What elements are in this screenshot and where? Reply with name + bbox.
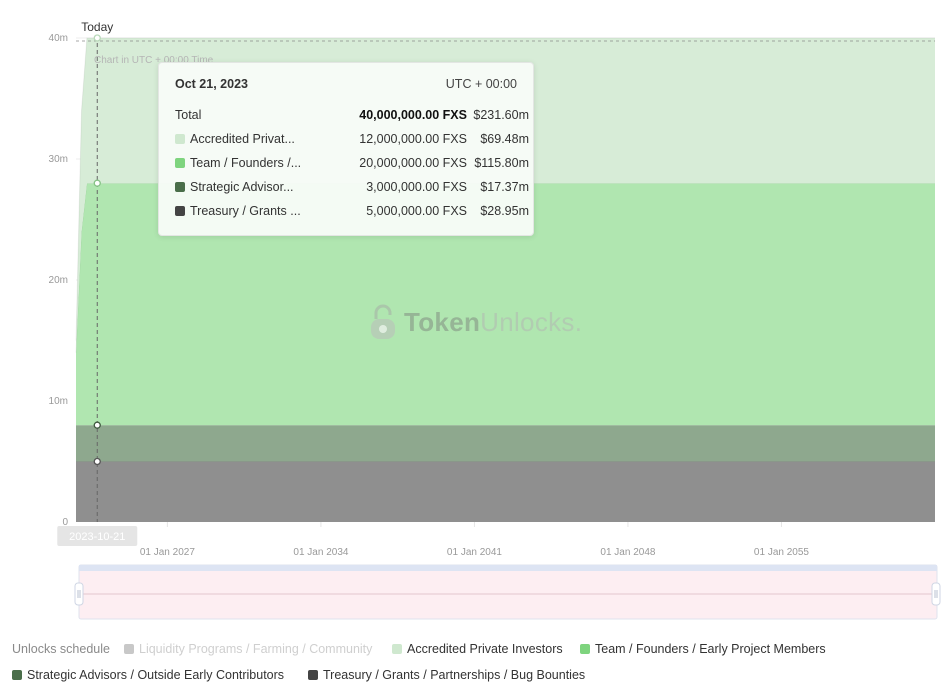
x-tick-label: 01 Jan 2027 (140, 547, 195, 558)
tooltip-row-accredited-investors: Accredited Privat... 12,000,000.00 FXS $… (175, 132, 529, 148)
tooltip-row-usd: $231.60m (473, 108, 529, 122)
slider-top-bar (79, 565, 937, 571)
tooltip-row-amount: 5,000,000.00 FXS (366, 204, 467, 218)
legend-item-label: Team / Founders / Early Project Members (595, 642, 826, 656)
legend-swatch (580, 644, 590, 654)
y-tick-label: 10m (49, 396, 68, 407)
y-axis: 0 10m 20m 30m 40m (49, 33, 69, 528)
tooltip-row-label: Team / Founders /... (190, 156, 302, 170)
tooltip-row-usd: $69.48m (480, 132, 529, 146)
lock-logo-icon (371, 304, 395, 339)
today-marker: Today 2023-10-21 (57, 20, 138, 546)
tooltip-date: Oct 21, 2023 (175, 77, 248, 91)
legend-swatch (12, 670, 22, 680)
tooltip-row-label: Accredited Privat... (190, 132, 295, 146)
legend-swatch (392, 644, 402, 654)
x-tick-label: 01 Jan 2034 (293, 547, 348, 558)
tooltip-row-usd: $115.80m (474, 156, 529, 170)
x-tick-label: 01 Jan 2041 (447, 547, 502, 558)
tooltip-row-amount: 40,000,000.00 FXS (359, 108, 467, 122)
tooltip-row-label: Strategic Advisor... (190, 180, 294, 194)
watermark-brand-token: Token (404, 307, 481, 337)
today-label: Today (81, 20, 113, 34)
area-series-edge (75, 37, 935, 341)
today-point (93, 179, 101, 187)
slider-handle-right[interactable] (931, 582, 941, 606)
tooltip-row-usd: $17.37m (480, 180, 529, 194)
today-point (93, 34, 101, 42)
tooltip-row-treasury-grants: Treasury / Grants ... 5,000,000.00 FXS $… (175, 204, 529, 220)
x-axis: 01 Jan 2027 01 Jan 2034 01 Jan 2041 01 Jan … (140, 522, 809, 558)
tooltip-header: Oct 21, 2023 UTC + 00:00 (175, 77, 517, 93)
y-tick-label: 20m (49, 275, 68, 286)
today-date-badge (57, 526, 138, 546)
timezone-note: Chart in UTC + 00:00 Time (94, 55, 214, 66)
tooltip-row-amount: 3,000,000.00 FXS (366, 180, 467, 194)
tooltip-row-amount: 12,000,000.00 FXS (359, 132, 467, 146)
slider-handle-left[interactable] (74, 582, 84, 606)
tooltip-swatch (175, 182, 185, 192)
legend-item-label: Strategic Advisors / Outside Early Contr… (27, 668, 285, 682)
x-tick-label: 01 Jan 2048 (600, 547, 655, 558)
legend-item-label: Treasury / Grants / Partnerships / Bug B… (323, 668, 586, 682)
legend-item-label: Liquidity Programs / Farming / Community (139, 642, 373, 656)
tooltip-row-amount: 20,000,000.00 FXS (359, 156, 467, 170)
area-series (76, 461, 935, 522)
watermark-dot: . (574, 307, 583, 337)
area-series (76, 183, 935, 426)
y-tick-label: 0 (62, 517, 68, 528)
tooltip-row-strategic-advisors: Strategic Advisor... 3,000,000.00 FXS $1… (175, 180, 529, 196)
tooltip-row-team-founders: Team / Founders /... 20,000,000.00 FXS $… (175, 156, 529, 172)
legend-title: Unlocks schedule (12, 642, 110, 656)
tooltip-row-usd: $28.95m (480, 204, 529, 218)
tooltip-row-label: Treasury / Grants ... (190, 204, 301, 218)
today-point (93, 457, 101, 466)
today-point (93, 421, 101, 429)
tooltip-row-total: Total 40,000,000.00 FXS $231.60m (175, 108, 529, 124)
range-slider[interactable] (74, 564, 941, 620)
legend-swatch (124, 644, 134, 654)
watermark-brand-unlocks: Unlocks (480, 307, 575, 337)
tooltip-row-label: Total (175, 108, 202, 122)
tooltip-timezone: UTC + 00:00 (445, 77, 517, 91)
area-series (76, 425, 935, 462)
today-date-badge-label: 2023-10-21 (69, 531, 125, 543)
chart-tooltip: Oct 21, 2023 UTC + 00:00 Total 40,000,00… (158, 62, 534, 236)
x-tick-label: 01 Jan 2055 (754, 547, 809, 558)
y-tick-label: 30m (49, 154, 68, 165)
legend-swatch (308, 670, 318, 680)
slider-track (78, 564, 938, 620)
tooltip-swatch (175, 206, 185, 216)
tooltip-swatch (175, 158, 185, 168)
y-tick-label: 40m (49, 33, 68, 44)
tooltip-swatch (175, 134, 185, 144)
legend-item-label: Accredited Private Investors (407, 642, 563, 656)
